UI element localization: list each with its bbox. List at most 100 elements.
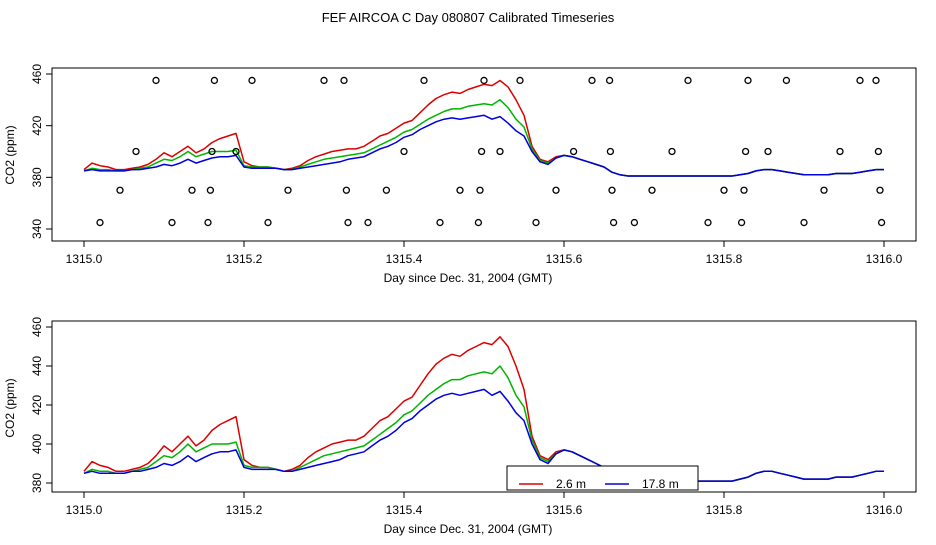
top-x-tick-label: 1315.2	[226, 252, 263, 266]
top-plot-frame	[51, 67, 917, 242]
calibration-point	[364, 218, 372, 227]
calibration-point	[210, 76, 219, 85]
calibration-point	[782, 76, 791, 85]
bottom-y-tick-label: 460	[30, 317, 44, 337]
calibration-point	[400, 147, 408, 156]
calibration-point	[342, 186, 351, 194]
calibration-point	[740, 186, 748, 194]
calibration-point	[188, 186, 196, 194]
calibration-point	[588, 76, 596, 85]
top-series-green	[83, 99, 884, 177]
top-y-tick-label: 340	[30, 219, 44, 239]
calibration-point	[206, 186, 215, 194]
top-x-tick-label: 1315.8	[706, 252, 743, 266]
bottom-series-red	[83, 336, 884, 482]
top-x-tick-label: 1316.0	[866, 252, 903, 266]
top-x-tick-label: 1315.6	[546, 252, 583, 266]
calibration-point	[820, 186, 828, 194]
calibration-point	[436, 218, 444, 227]
calibration-point	[874, 147, 883, 156]
calibration-point	[168, 218, 176, 227]
calibration-point	[720, 186, 728, 194]
calibration-point	[344, 218, 352, 227]
calibration-point	[648, 186, 656, 194]
calibration-point	[609, 218, 618, 227]
calibration-point	[456, 186, 464, 194]
calibration-point	[264, 218, 272, 227]
bottom-panel: Day since Dec. 31, 2004 (GMT) CO2 (ppm) …	[3, 317, 917, 536]
calibration-point	[606, 147, 615, 156]
chart-title: FEF AIRCOA C Day 080807 Calibrated Times…	[322, 10, 615, 25]
legend-box	[506, 465, 699, 491]
calibration-point	[284, 186, 292, 194]
bottom-plot-frame	[51, 320, 917, 493]
calibration-point	[737, 218, 746, 227]
bottom-y-axis-label: CO2 (ppm)	[3, 378, 17, 437]
calibration-point	[516, 76, 524, 85]
calibration-point	[764, 147, 772, 156]
calibration-point	[872, 76, 880, 85]
top-series-blue	[83, 114, 884, 177]
calibration-point	[96, 218, 104, 227]
top-panel: Day since Dec. 31, 2004 (GMT) CO2 (ppm) …	[3, 64, 917, 285]
top-x-axis-label: Day since Dec. 31, 2004 (GMT)	[384, 271, 553, 285]
top-y-tick-label: 420	[30, 115, 44, 135]
calibration-point	[668, 147, 676, 156]
calibration-point	[532, 218, 540, 227]
bottom-x-tick-label: 1315.0	[66, 503, 103, 517]
top-x-tick-label: 1315.0	[66, 252, 103, 266]
calibration-point	[744, 76, 752, 85]
calibration-point	[320, 76, 328, 85]
top-x-tick-label: 1315.4	[386, 252, 423, 266]
calibration-point	[552, 186, 560, 194]
calibration-point	[704, 218, 712, 227]
top-series-red	[83, 79, 884, 177]
calibration-point	[876, 186, 884, 194]
calibration-point	[132, 147, 140, 156]
legend-label-blue: 17.8 m	[642, 477, 679, 491]
bottom-x-axis-label: Day since Dec. 31, 2004 (GMT)	[384, 522, 553, 536]
calibration-point	[605, 76, 614, 85]
calibration-point	[232, 147, 240, 156]
calibration-point	[204, 218, 212, 227]
calibration-point	[496, 147, 504, 156]
bottom-series-green	[83, 365, 884, 482]
bottom-y-tick-label: 380	[30, 473, 44, 493]
calibration-point	[800, 218, 808, 227]
bottom-x-tick-label: 1315.4	[386, 503, 423, 517]
calibration-point	[741, 147, 750, 156]
legend: 2.6 m 17.8 m	[506, 465, 699, 491]
bottom-x-tick-label: 1316.0	[866, 503, 903, 517]
calibration-point	[684, 76, 692, 85]
bottom-y-tick-label: 440	[30, 356, 44, 376]
calibration-point	[152, 76, 160, 85]
bottom-y-tick-label: 420	[30, 395, 44, 415]
calibration-point	[877, 218, 886, 227]
legend-label-red: 2.6 m	[556, 477, 586, 491]
calibration-point	[477, 147, 486, 156]
calibration-point	[476, 186, 484, 194]
calibration-point	[116, 186, 124, 194]
calibration-point	[420, 76, 428, 85]
calibration-point	[608, 186, 616, 194]
calibration-point	[836, 147, 844, 156]
top-y-axis-label: CO2 (ppm)	[3, 125, 17, 184]
bottom-x-tick-label: 1315.8	[706, 503, 743, 517]
calibration-point	[569, 147, 578, 156]
calibration-point	[382, 186, 391, 194]
calibration-point	[248, 76, 256, 85]
bottom-x-tick-label: 1315.6	[546, 503, 583, 517]
bottom-series-blue	[83, 388, 884, 482]
bottom-y-tick-label: 400	[30, 434, 44, 454]
top-y-tick-label: 380	[30, 167, 44, 187]
bottom-x-tick-label: 1315.2	[226, 503, 263, 517]
top-y-tick-label: 460	[30, 64, 44, 84]
calibration-point	[630, 218, 639, 227]
calibration-point	[474, 218, 483, 227]
calibration-point	[340, 76, 348, 85]
calibration-point	[856, 76, 864, 85]
calibration-point	[480, 76, 488, 85]
calibration-point	[208, 147, 216, 156]
